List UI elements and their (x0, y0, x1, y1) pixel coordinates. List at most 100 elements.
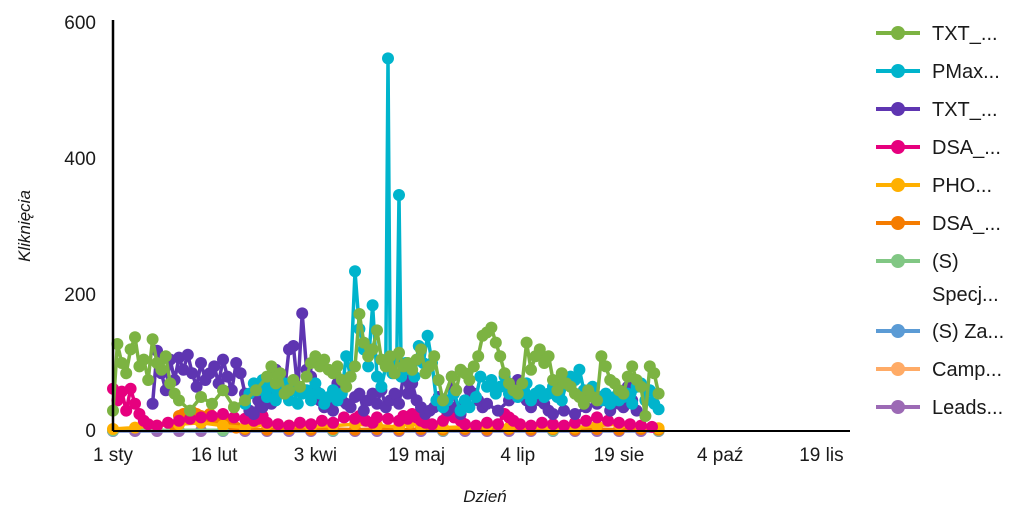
data-point (569, 408, 581, 420)
data-point (173, 394, 185, 407)
data-point (142, 374, 155, 386)
data-point (124, 382, 137, 395)
data-point (555, 367, 568, 380)
data-point (393, 346, 405, 359)
data-point (296, 307, 309, 320)
data-point (591, 411, 603, 424)
x-tick-label: 4 paź (697, 445, 743, 466)
data-point (208, 360, 221, 373)
x-tick-label: 19 lis (799, 445, 843, 466)
data-point (217, 384, 229, 397)
legend-swatch-marker (891, 400, 905, 414)
data-point (472, 350, 485, 363)
data-point (533, 343, 546, 356)
data-point (481, 416, 493, 429)
legend-swatch-marker (891, 102, 905, 116)
data-point (428, 350, 441, 363)
data-point (228, 401, 240, 414)
data-point (115, 357, 128, 369)
data-point (230, 357, 243, 369)
legend-item: TXT_... (876, 23, 998, 45)
x-tick-labels: 1 sty 16 lut 3 kwi 19 maj 4 lip 19 sie 4 paź 19… (93, 445, 844, 466)
data-point (463, 374, 476, 386)
data-point (349, 265, 361, 278)
legend-item: DSA_... (876, 137, 1001, 159)
data-point (371, 324, 383, 337)
data-point (239, 394, 251, 407)
x-tick-label: 19 sie (594, 445, 645, 466)
data-point (626, 360, 639, 373)
data-point (318, 353, 331, 366)
legend-item: (S) Specj... (876, 251, 999, 306)
data-point (613, 416, 625, 429)
data-point (485, 374, 498, 386)
x-tick-label: 19 maj (388, 445, 445, 466)
data-point (573, 363, 586, 376)
data-point (388, 367, 401, 380)
data-point (366, 343, 379, 356)
data-point (555, 394, 568, 407)
data-point (162, 416, 174, 429)
data-point (340, 350, 353, 363)
data-point (489, 336, 502, 349)
data-point (151, 419, 163, 432)
data-point (291, 397, 304, 410)
legend-item: Camp... (876, 359, 1002, 381)
data-point (520, 336, 533, 349)
data-point (331, 360, 344, 373)
data-point (184, 404, 196, 417)
data-point (470, 391, 482, 403)
data-point (602, 414, 614, 427)
legend-swatch-marker (891, 362, 905, 376)
data-point (648, 367, 661, 380)
data-point (393, 397, 405, 410)
data-point (137, 353, 150, 366)
data-point (340, 380, 353, 393)
data-point (525, 363, 537, 376)
data-point (344, 401, 357, 414)
data-point (492, 418, 504, 431)
data-point (463, 401, 476, 414)
data-point (146, 397, 159, 410)
data-point (652, 387, 665, 400)
data-point (366, 299, 379, 312)
x-tick-label: 1 sty (93, 445, 134, 466)
data-point (624, 418, 636, 431)
legend-label: (S) Za... (932, 321, 1004, 343)
data-point (184, 412, 196, 425)
data-point (410, 353, 423, 366)
data-point (349, 360, 361, 373)
data-point (294, 416, 306, 429)
legend-item: TXT_... (876, 99, 998, 121)
data-point (316, 414, 328, 427)
data-point (423, 360, 436, 373)
data-point (338, 411, 350, 424)
x-tick-label: 3 kwi (294, 445, 337, 466)
x-axis-title: Dzień (463, 487, 506, 506)
data-point (250, 384, 262, 397)
data-point (591, 419, 603, 432)
data-point (234, 367, 247, 380)
data-point (474, 370, 487, 383)
legend-label: TXT_... (932, 99, 998, 121)
data-point (181, 348, 194, 361)
data-point (569, 416, 581, 429)
data-point (617, 387, 630, 400)
data-point (382, 412, 394, 425)
data-point (206, 397, 218, 410)
data-point (217, 419, 229, 432)
data-point (274, 367, 287, 380)
data-point (580, 414, 592, 427)
data-point (445, 370, 458, 383)
data-point (652, 403, 665, 416)
legend-item: Leads... (876, 397, 1003, 419)
data-point (283, 384, 295, 397)
data-point (111, 338, 124, 350)
x-tick-label: 16 lut (191, 445, 238, 466)
data-point (547, 408, 559, 420)
data-point (646, 420, 658, 433)
y-tick-label: 0 (85, 421, 96, 442)
data-point (415, 343, 427, 356)
data-point (353, 308, 366, 320)
